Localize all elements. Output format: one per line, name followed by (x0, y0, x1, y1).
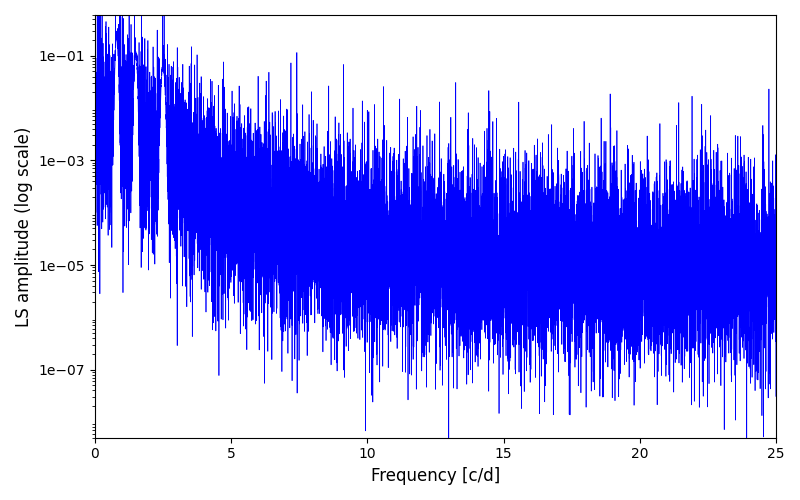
Y-axis label: LS amplitude (log scale): LS amplitude (log scale) (15, 126, 33, 326)
X-axis label: Frequency [c/d]: Frequency [c/d] (371, 467, 500, 485)
